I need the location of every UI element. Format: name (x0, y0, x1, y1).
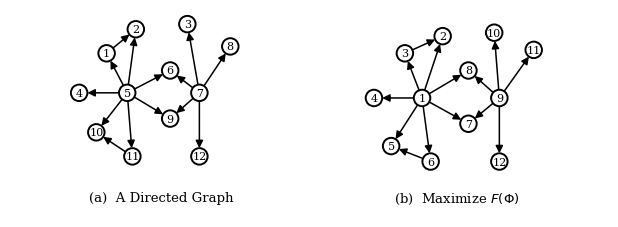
Circle shape (383, 138, 399, 155)
Circle shape (179, 17, 196, 33)
Circle shape (191, 85, 208, 102)
Circle shape (486, 25, 502, 42)
Circle shape (525, 42, 542, 59)
Text: 8: 8 (227, 42, 234, 52)
Circle shape (397, 46, 413, 62)
Circle shape (127, 22, 144, 38)
Text: 9: 9 (496, 94, 503, 104)
Text: 7: 7 (196, 89, 203, 98)
Circle shape (119, 85, 135, 102)
Text: 6: 6 (427, 157, 434, 167)
Circle shape (162, 63, 179, 79)
Text: 10: 10 (89, 128, 103, 138)
Text: (b)  Maximize $F(\Phi)$: (b) Maximize $F(\Phi)$ (394, 191, 519, 206)
Circle shape (71, 85, 87, 102)
Text: 11: 11 (527, 46, 541, 56)
Text: 1: 1 (103, 49, 110, 59)
Circle shape (460, 116, 476, 132)
Text: 4: 4 (75, 89, 83, 98)
Circle shape (162, 111, 179, 127)
Text: 6: 6 (167, 66, 174, 76)
Circle shape (366, 90, 382, 107)
Text: 5: 5 (124, 89, 131, 98)
Circle shape (491, 154, 507, 170)
Circle shape (491, 90, 507, 107)
Text: 7: 7 (465, 119, 472, 129)
Text: 10: 10 (487, 29, 501, 39)
Circle shape (191, 148, 208, 165)
Text: 3: 3 (401, 49, 408, 59)
Circle shape (422, 154, 439, 170)
Circle shape (414, 90, 430, 107)
Text: 12: 12 (192, 152, 206, 162)
Text: 5: 5 (387, 141, 395, 151)
Text: 2: 2 (439, 32, 446, 42)
Circle shape (98, 46, 115, 62)
Circle shape (434, 29, 451, 45)
Text: 12: 12 (492, 157, 507, 167)
Text: 1: 1 (418, 94, 426, 104)
Circle shape (460, 63, 476, 79)
Circle shape (124, 148, 141, 165)
Text: 9: 9 (167, 114, 174, 124)
Text: 2: 2 (132, 25, 140, 35)
Text: 4: 4 (370, 94, 378, 104)
Circle shape (222, 39, 239, 55)
Text: 8: 8 (465, 66, 472, 76)
Text: 11: 11 (125, 152, 140, 162)
Text: (a)  A Directed Graph: (a) A Directed Graph (90, 191, 234, 204)
Text: 3: 3 (184, 20, 191, 30)
Circle shape (88, 125, 104, 141)
